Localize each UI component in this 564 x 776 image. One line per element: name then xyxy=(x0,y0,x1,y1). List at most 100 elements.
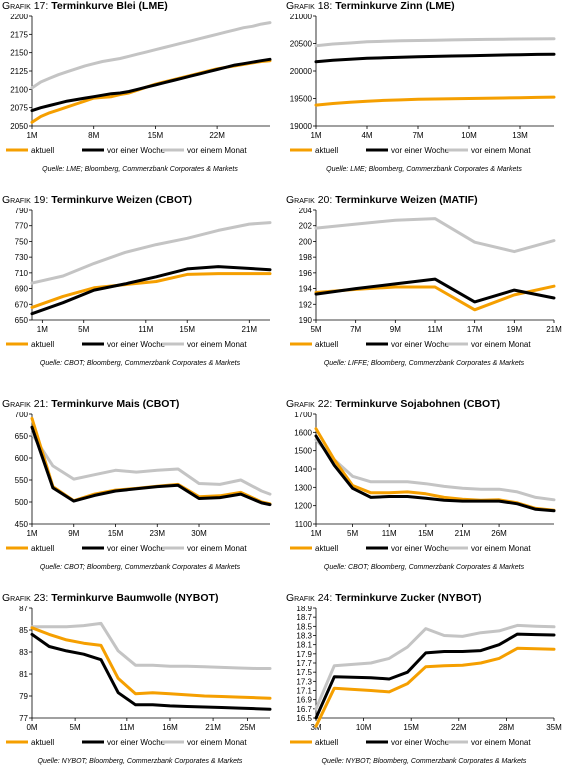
chart-source: Quelle: NYBOT; Bloomberg, Commerzbank Co… xyxy=(321,758,527,765)
x-tick-label: 9M xyxy=(68,529,79,538)
legend-label: vor einem Monat xyxy=(187,738,247,747)
y-tick-label: 1600 xyxy=(294,428,312,437)
series-line-0 xyxy=(30,626,272,700)
chart-title: Grafik 22: Terminkurve Sojabohnen (CBOT) xyxy=(286,398,500,410)
x-tick-label: 11M xyxy=(119,723,134,732)
legend-label: aktuell xyxy=(31,544,54,553)
y-tick-label: 450 xyxy=(15,520,29,529)
x-tick-label: 21M xyxy=(455,529,471,538)
x-tick-label: 1M xyxy=(37,325,48,334)
y-tick-label: 81 xyxy=(19,670,28,679)
chart-title: Grafik 20: Terminkurve Weizen (MATIF) xyxy=(286,194,478,206)
y-tick-label: 2150 xyxy=(10,49,28,58)
chart-source: Quelle: LME; Bloomberg, Commerzbank Corp… xyxy=(42,166,238,173)
y-tick-label: 650 xyxy=(15,316,29,325)
series-line-2 xyxy=(30,21,272,90)
y-tick-label: 670 xyxy=(15,300,29,309)
x-tick-label: 1M xyxy=(310,131,321,140)
series-line-1 xyxy=(314,52,556,64)
chart-title: Grafik 23: Terminkurve Baumwolle (NYBOT) xyxy=(2,592,218,604)
y-tick-label: 790 xyxy=(15,208,29,215)
chart-title: Grafik 17: Terminkurve Blei (LME) xyxy=(2,0,168,12)
y-tick-label: 500 xyxy=(15,498,29,507)
legend-label: vor einer Woche xyxy=(107,738,166,747)
y-tick-label: 20500 xyxy=(290,40,313,49)
x-tick-label: 21M xyxy=(546,325,562,334)
chart-panel-21: Grafik 21: Terminkurve Mais (CBOT) 450 50… xyxy=(2,398,278,582)
y-tick-label: 1700 xyxy=(294,412,312,419)
legend-label: aktuell xyxy=(315,146,338,155)
y-tick-label: 700 xyxy=(15,412,29,419)
chart-title-text: Terminkurve Sojabohnen (CBOT) xyxy=(335,398,501,410)
series-line-0 xyxy=(30,59,272,124)
y-tick-label: 2200 xyxy=(10,14,28,21)
chart-svg: 450 500 550 600 650 700 1M 9M 15M 23M 30M aktuell vo… xyxy=(6,412,272,553)
x-tick-label: 35M xyxy=(546,723,562,732)
legend-label: aktuell xyxy=(315,738,338,747)
series-line-0 xyxy=(30,272,272,309)
x-tick-label: 5M xyxy=(347,529,358,538)
legend-label: vor einem Monat xyxy=(471,544,531,553)
x-tick-label: 28M xyxy=(499,723,515,732)
legend-label: aktuell xyxy=(31,146,54,155)
y-tick-label: 85 xyxy=(19,626,28,635)
chart-title: Grafik 19: Terminkurve Weizen (CBOT) xyxy=(2,194,192,206)
x-tick-label: 5M xyxy=(78,325,89,334)
y-tick-label: 194 xyxy=(299,285,313,294)
y-tick-label: 710 xyxy=(15,269,29,278)
series-line-1 xyxy=(30,57,272,113)
chart-panel-17: Grafik 17: Terminkurve Blei (LME) 2050 20… xyxy=(2,0,278,184)
chart-svg: 16.516.716.917.117.317.517.717.918.118.3… xyxy=(290,606,562,747)
legend-label: vor einem Monat xyxy=(187,544,247,553)
series-line-2 xyxy=(30,221,272,285)
chart-number: Grafik 18: xyxy=(286,0,333,12)
y-tick-label: 2175 xyxy=(10,30,28,39)
x-tick-label: 5M xyxy=(70,723,81,732)
y-tick-label: 21000 xyxy=(290,14,313,21)
legend-label: aktuell xyxy=(315,340,338,349)
y-tick-label: 79 xyxy=(19,692,28,701)
y-tick-label: 18.7 xyxy=(296,613,312,622)
x-tick-label: 13M xyxy=(512,131,528,140)
y-tick-label: 192 xyxy=(299,300,313,309)
x-tick-label: 15M xyxy=(148,131,164,140)
y-tick-label: 750 xyxy=(15,237,29,246)
chart-number: Grafik 24: xyxy=(286,592,333,604)
x-tick-label: 23M xyxy=(149,529,165,538)
y-tick-label: 18.9 xyxy=(296,606,312,613)
series-line-0 xyxy=(314,646,556,728)
chart-source: Quelle: CBOT; Bloomberg, Commerzbank Cor… xyxy=(39,360,241,367)
legend-label: aktuell xyxy=(31,340,54,349)
x-tick-label: 10M xyxy=(461,131,477,140)
y-tick-label: 20000 xyxy=(290,67,313,76)
y-tick-label: 19500 xyxy=(290,95,313,104)
series-line-1 xyxy=(30,265,272,316)
chart-title-text: Terminkurve Zucker (NYBOT) xyxy=(335,592,482,604)
legend-label: aktuell xyxy=(31,738,54,747)
x-tick-label: 22M xyxy=(451,723,467,732)
legend-label: vor einer Woche xyxy=(391,544,450,553)
chart-source: Quelle: LME; Bloomberg, Commerzbank Corp… xyxy=(326,166,522,173)
chart-panel-23: Grafik 23: Terminkurve Baumwolle (NYBOT)… xyxy=(2,592,278,776)
x-tick-label: 21M xyxy=(205,723,221,732)
legend-label: vor einem Monat xyxy=(187,340,247,349)
y-tick-label: 16.5 xyxy=(296,714,312,723)
x-tick-label: 9M xyxy=(390,325,401,334)
y-tick-label: 2125 xyxy=(10,67,28,76)
y-tick-label: 16.9 xyxy=(296,696,312,705)
chart-number: Grafik 22: xyxy=(286,398,333,410)
x-tick-label: 11M xyxy=(382,529,397,538)
y-tick-label: 202 xyxy=(299,222,313,231)
series-line-1 xyxy=(314,434,556,513)
chart-svg: 190 192 194 196 198 200 202 204 5M 7M 9M 11M 17M 19M 2… xyxy=(290,208,562,349)
chart-title: Grafik 18: Terminkurve Zinn (LME) xyxy=(286,0,455,12)
y-tick-label: 1500 xyxy=(294,447,312,456)
legend-label: aktuell xyxy=(315,544,338,553)
x-tick-label: 11M xyxy=(138,325,153,334)
chart-number: Grafik 17: xyxy=(2,0,49,12)
x-tick-label: 15M xyxy=(403,723,419,732)
x-tick-label: 1M xyxy=(310,529,321,538)
legend-label: vor einem Monat xyxy=(187,146,247,155)
y-tick-label: 200 xyxy=(299,237,313,246)
y-tick-label: 1400 xyxy=(294,465,312,474)
